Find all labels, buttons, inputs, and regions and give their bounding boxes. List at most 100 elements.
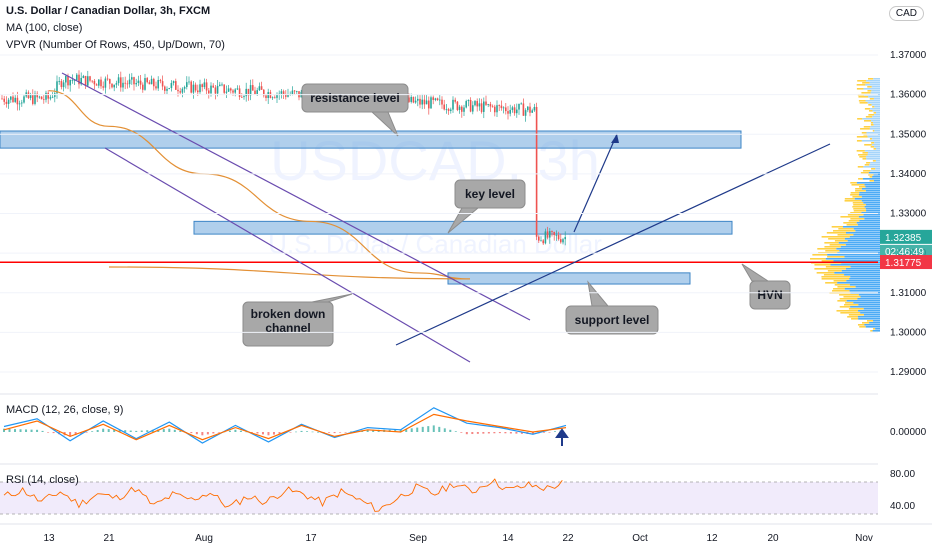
candle-body [544, 231, 547, 244]
macd-histogram-bar [311, 431, 314, 433]
volume-bar [859, 192, 880, 194]
volume-bar [825, 250, 840, 252]
annotation-label: channel [265, 321, 310, 335]
candle-body [197, 90, 199, 93]
volume-bar [859, 156, 866, 158]
volume-bar [831, 226, 843, 228]
candle-body [51, 96, 54, 98]
candle-body [21, 102, 23, 104]
candle-body [549, 231, 551, 238]
macd-histogram-bar [190, 432, 193, 434]
trend-drawings[interactable] [61, 72, 831, 363]
macd-histogram-bar [140, 430, 143, 432]
candle-body [518, 103, 520, 110]
annotation-callouts[interactable]: resistance level key level broken downchan… [242, 83, 791, 347]
volume-bar [824, 242, 839, 244]
candle-body [32, 95, 34, 104]
vpvr-legend[interactable]: VPVR (Number Of Rows, 450, Up/Down, 70) [6, 39, 225, 51]
volume-bar [842, 226, 880, 228]
candle-body [87, 76, 89, 86]
candle-body [16, 97, 19, 105]
candle-body [535, 106, 538, 237]
macd-histogram-bar [405, 429, 408, 432]
volume-bar [866, 210, 880, 212]
volume-bar [871, 144, 880, 146]
candle-body [456, 101, 459, 110]
candle-body [232, 90, 234, 93]
volume-bar [845, 232, 880, 234]
volume-bar [858, 216, 880, 218]
candle-body [208, 90, 210, 94]
candle-body [146, 78, 148, 83]
volume-bar [872, 176, 880, 178]
candle-body [91, 80, 93, 82]
candle-body [247, 88, 250, 96]
macd-histogram-bar [212, 432, 215, 434]
candle-body [542, 240, 544, 244]
volume-bar [853, 228, 880, 230]
candle-body [505, 107, 507, 112]
ma-legend[interactable]: MA (100, close) [6, 22, 83, 34]
macd-histogram-bar [41, 430, 44, 432]
candle-body [489, 104, 492, 107]
volume-bar [852, 202, 864, 204]
currency-selector[interactable]: CAD [888, 6, 924, 21]
candle-body [254, 90, 256, 95]
price-axis[interactable]: 1.370001.360001.350001.340001.330001.320… [0, 50, 927, 378]
macd-legend[interactable]: MACD (12, 26, close, 9) [6, 404, 124, 416]
volume-bar [865, 100, 880, 102]
candle-body [194, 84, 197, 91]
volume-bar [833, 260, 880, 262]
volume-bar [863, 120, 872, 122]
volume-bar [871, 86, 880, 88]
volume-bar [855, 230, 880, 232]
volume-bar [874, 114, 880, 116]
volume-bar [873, 148, 876, 150]
volume-bar [860, 296, 880, 298]
volume-bar [872, 116, 880, 118]
candle-body [430, 97, 432, 109]
volume-bar [864, 108, 871, 110]
candle-body [469, 99, 472, 112]
rsi-legend[interactable]: RSI (14, close) [6, 474, 79, 486]
macd-histogram-bar [300, 430, 303, 432]
volume-bar [862, 178, 880, 180]
macd-pane: 0.00000 [3, 407, 927, 446]
volume-bar [874, 106, 880, 108]
candle-body [124, 82, 126, 84]
rsi-tick-label: 40.00 [890, 501, 915, 512]
candle-body [18, 103, 21, 105]
candle-body [219, 84, 221, 86]
volume-bar [843, 296, 861, 298]
volume-bar [821, 236, 850, 238]
candle-body [511, 107, 514, 110]
candle-body [40, 96, 43, 100]
volume-bar [848, 314, 864, 316]
macd-histogram-bar [36, 429, 39, 432]
volume-bar [858, 154, 868, 156]
volume-bar [840, 216, 859, 218]
volume-bar [870, 146, 875, 148]
volume-bar [850, 212, 862, 214]
candle-body [192, 84, 195, 93]
macd-histogram-bar [173, 429, 176, 432]
candle-body [159, 79, 162, 82]
volume-bar [863, 314, 880, 316]
volume-bar [832, 290, 850, 292]
volume-bar [836, 310, 859, 312]
volume-bar [844, 274, 880, 276]
candle-body [441, 99, 443, 105]
volume-bar [873, 78, 880, 80]
macd-histogram-bar [438, 426, 441, 432]
macd-histogram-bar [471, 432, 474, 435]
candle-body [199, 84, 201, 93]
volume-bar [860, 172, 869, 174]
volume-bar [810, 258, 826, 260]
volume-bar [869, 138, 873, 140]
candle-body [150, 78, 153, 85]
time-axis[interactable]: 13 21 Aug 17 Sep 14 22 Oct 12 20 Nov [43, 533, 872, 544]
volume-bar [856, 140, 862, 142]
volume-bar [857, 80, 866, 82]
time-tick-label: 20 [767, 533, 779, 544]
